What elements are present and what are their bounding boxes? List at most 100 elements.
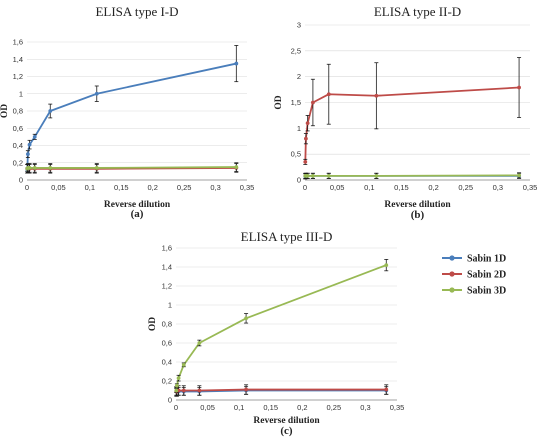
y-axis-label: OD [148, 317, 158, 331]
data-point [197, 341, 202, 345]
x-tick-label: 0,1 [234, 403, 244, 412]
x-tick-label: 0,3 [493, 183, 503, 192]
series-sabin-2d [303, 57, 522, 165]
chart-title: ELISA type III-D [241, 229, 333, 244]
y-tick-label: 0 [168, 396, 172, 405]
data-point [197, 388, 202, 393]
chart-panel-b: 0 0,5 1 1,5 2 2,5 3 0 0,05 0,1 0,15 0,2 0,25 0,3 0,35 E… [274, 4, 537, 221]
legend-label: Sabin 3D [467, 286, 506, 297]
data-point [27, 166, 32, 170]
x-tick-label: 0,25 [458, 183, 473, 192]
data-point [174, 383, 179, 388]
data-point [48, 109, 53, 113]
y-tick-label: 1,4 [13, 55, 23, 64]
data-point [176, 376, 181, 381]
x-tick-label: 0,2 [297, 403, 307, 412]
data-point [326, 92, 331, 97]
y-tick-label: 0 [297, 176, 301, 185]
chart-legend: Sabin 1D Sabin 2D Sabin 3D [442, 254, 506, 297]
data-point [517, 85, 521, 90]
y-tick-label: 1,2 [13, 72, 23, 81]
x-axis-label: Reverse dilution [104, 200, 171, 210]
data-point [48, 166, 53, 170]
data-point [234, 165, 239, 169]
x-tick-label: 0,35 [240, 183, 255, 192]
x-tick-label: 0,05 [330, 183, 345, 192]
series-line [304, 86, 520, 162]
x-tick-label: 0,25 [327, 403, 342, 412]
legend-swatch-marker [449, 287, 455, 293]
x-tick-label: 0,2 [428, 183, 438, 192]
data-point [305, 121, 310, 126]
series-line [304, 174, 520, 177]
data-point [326, 173, 331, 178]
y-tick-label: 1 [168, 301, 172, 310]
data-point [517, 173, 521, 178]
panel-label: (b) [411, 209, 425, 221]
series-sabin-1d [25, 45, 239, 172]
data-point [25, 152, 30, 157]
y-tick-label: 3 [297, 21, 301, 30]
data-point [303, 160, 308, 164]
x-tick-label: 0,35 [390, 403, 405, 412]
data-point [27, 142, 32, 147]
y-tick-label: 0,4 [162, 358, 172, 367]
y-tick-label: 1,4 [162, 263, 172, 272]
x-tick-label: 0 [303, 183, 307, 192]
x-tick-label: 0,15 [114, 183, 129, 192]
y-axis-label: OD [274, 95, 284, 109]
chart-panel-a: 0 0,2 0,4 0,6 0,8 1 1,2 1,4 1,6 0 0,05 0,1 0,15 0,2 0,… [0, 4, 254, 220]
x-tick-label: 0,35 [523, 183, 538, 192]
data-point [384, 387, 389, 392]
panel-label: (a) [131, 208, 144, 220]
y-tick-label: 0,8 [162, 320, 172, 329]
x-axis-label: Reverse dilution [253, 416, 320, 426]
series-line [26, 62, 237, 170]
data-point [32, 134, 37, 139]
chart-title: ELISA type I-D [95, 4, 178, 19]
x-tick-label: 0,15 [263, 403, 278, 412]
data-point [304, 136, 308, 141]
y-tick-label: 2 [297, 72, 301, 81]
x-tick-label: 0,05 [51, 183, 66, 192]
legend-label: Sabin 1D [467, 254, 506, 265]
y-tick-label: 1,6 [162, 244, 172, 253]
y-tick-label: 0,6 [162, 339, 172, 348]
x-tick-label: 0 [174, 403, 178, 412]
y-tick-label: 1 [19, 89, 23, 98]
data-point [32, 166, 37, 170]
y-tick-label: 1,6 [13, 38, 23, 47]
x-tick-label: 0,25 [177, 183, 192, 192]
y-axis-label: OD [0, 104, 10, 118]
y-tick-label: 1 [297, 124, 301, 133]
series-sabin-3d [25, 162, 239, 174]
x-tick-label: 0,1 [85, 183, 95, 192]
series-sabin-3d [174, 258, 389, 393]
chart-title: ELISA type II-D [374, 4, 461, 19]
data-point [374, 173, 379, 178]
data-point [374, 93, 379, 98]
y-tick-label: 0,5 [291, 150, 301, 159]
data-point [234, 61, 239, 66]
data-point [384, 263, 389, 267]
data-point [94, 166, 99, 170]
x-axis-label: Reverse dilution [384, 200, 451, 210]
data-point [311, 100, 315, 105]
x-tick-label: 0,05 [200, 403, 215, 412]
y-tick-label: 0,2 [13, 158, 23, 167]
data-point [181, 362, 186, 367]
y-tick-label: 0 [19, 176, 23, 185]
data-point [311, 173, 315, 178]
x-tick-label: 0 [25, 183, 29, 192]
data-point [181, 388, 186, 393]
x-tick-label: 0,1 [364, 183, 374, 192]
x-tick-label: 0,15 [394, 183, 409, 192]
data-point [174, 388, 179, 393]
y-tick-label: 0,8 [13, 107, 23, 116]
chart-panel-c: 0 0,2 0,4 0,6 0,8 1 1,2 1,4 1,6 0 0,05 0,1 0,15 0,2 0,… [148, 229, 404, 437]
y-tick-label: 0,4 [13, 141, 23, 150]
series-sabin-3d [303, 172, 522, 179]
y-tick-label: 1,5 [291, 98, 301, 107]
x-tick-label: 0,2 [147, 183, 157, 192]
